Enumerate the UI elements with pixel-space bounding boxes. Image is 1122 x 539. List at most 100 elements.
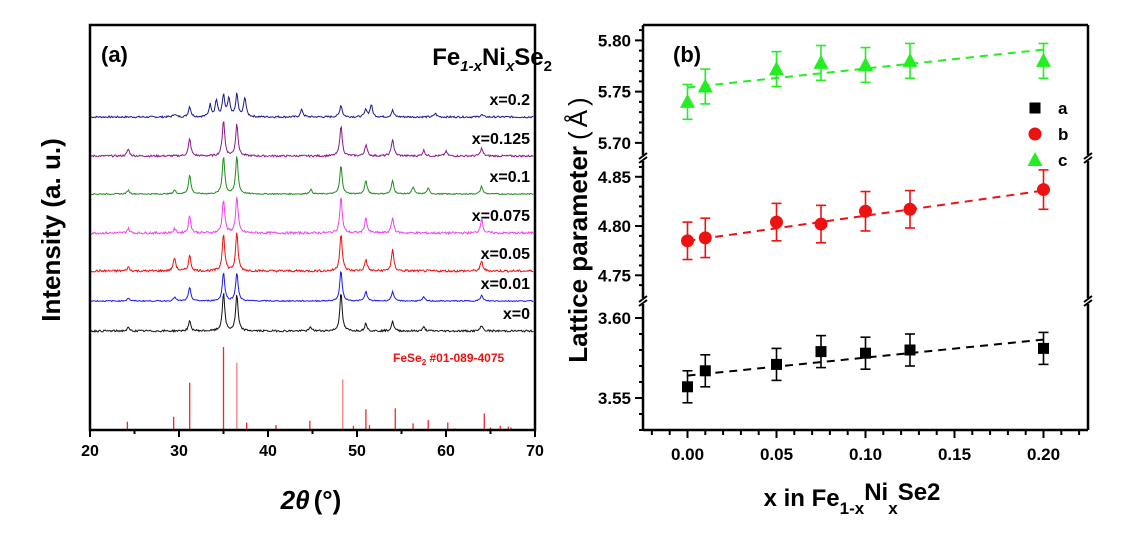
panel-b-lattice-chart: 3.55 3.60 4.75 4.80 4.85 5.70 5.75 5.80 0.00 0.0…	[563, 23, 1093, 518]
data-point-b	[770, 215, 783, 229]
axis-break-mark	[1083, 152, 1093, 160]
trace-label: x=0.2	[490, 92, 531, 109]
data-point-c	[813, 54, 829, 69]
x-tick-label: 0.20	[1027, 445, 1060, 464]
data-point-b	[1037, 183, 1050, 197]
legend-label-a: a	[1058, 99, 1068, 118]
axis-break-mark	[1083, 299, 1093, 307]
axis-break-mark	[1083, 156, 1093, 164]
xlabel-a-sub: 1-x	[840, 499, 865, 518]
xrd-trace	[90, 156, 534, 196]
xrd-trace	[90, 232, 534, 274]
panel-a-label: (a)	[101, 42, 128, 67]
fit-line-c	[687, 48, 1044, 89]
data-point-c	[1036, 52, 1051, 67]
x-tick-label: 70	[526, 443, 544, 460]
xlabel-c: Se2	[898, 479, 941, 506]
y-tick-label: 3.60	[598, 309, 631, 328]
legend-label-b: b	[1058, 125, 1068, 144]
xrd-traces: x=0.2 x=0.125 x=0.1 x=0.075 x=0.05 x=0.01 x=0	[90, 92, 534, 333]
title-ni-sub: x	[505, 58, 515, 75]
y-tick-label: 5.80	[598, 31, 631, 50]
trace-label: x=0.01	[481, 276, 530, 293]
legend-label-c: c	[1058, 151, 1067, 170]
ylabel-main: Lattice parameter	[563, 146, 593, 363]
title-se: Se	[514, 44, 543, 71]
ylabel-unit: Å	[563, 109, 593, 127]
data-point-b	[681, 234, 694, 248]
data-point-a	[771, 358, 782, 370]
x-tick-label: 30	[170, 443, 188, 460]
x-tick-label: 0.00	[671, 445, 704, 464]
panel-a-x-ticks: 20 30 40 50 60 70	[81, 430, 544, 460]
panel-a-xrd-chart: x=0.2x=0.125x=0.1x=0.075x=0.05x=0.01x=0 …	[36, 23, 552, 515]
axis-break-mark	[638, 299, 648, 307]
data-points	[680, 42, 1051, 404]
fit-lines	[687, 48, 1044, 377]
axis-break-mark	[638, 156, 648, 164]
xrd-trace	[90, 92, 534, 119]
panel-b-label: (b)	[673, 42, 701, 67]
fit-line-b	[687, 189, 1044, 242]
title-fe: Fe	[432, 44, 460, 71]
x-tick-label: 40	[259, 443, 277, 460]
ref-label-sub: 2	[422, 358, 427, 367]
xlabel-unit: (°)	[314, 485, 342, 515]
xlabel-b: Ni	[864, 479, 888, 506]
axis-break-mark	[638, 295, 648, 303]
reference-label: FeSe2 #01-089-4075	[393, 351, 505, 367]
xlabel-b-sub: x	[888, 499, 898, 518]
panel-a-y-axis-label: Intensity (a. u.)	[36, 138, 66, 321]
data-point-a	[860, 347, 871, 359]
data-point-a	[904, 344, 916, 356]
data-point-c	[769, 61, 784, 76]
y-tick-label: 4.80	[598, 217, 631, 236]
trace-label: x=0.05	[481, 246, 530, 263]
y-tick-label: 3.55	[598, 389, 631, 408]
legend-marker-b	[1028, 127, 1042, 141]
x-tick-label: 50	[348, 443, 366, 460]
xrd-trace	[90, 121, 534, 158]
title-se-sub: 2	[544, 58, 552, 75]
data-point-a	[682, 381, 693, 393]
y-tick-label: 5.70	[598, 134, 631, 153]
y-tick-label: 4.85	[598, 168, 631, 187]
axis-break-mark	[1083, 295, 1093, 303]
title-ni: Ni	[482, 44, 506, 71]
x-tick-label: 0.10	[849, 445, 882, 464]
legend: abc	[1027, 99, 1068, 170]
data-point-b	[814, 217, 828, 231]
data-point-c	[697, 78, 713, 93]
xlabel-main: 2θ	[280, 485, 310, 515]
trace-label: x=0.1	[490, 169, 531, 186]
data-point-c	[902, 52, 918, 67]
xlabel-a: x in Fe	[764, 485, 840, 512]
data-point-a	[815, 346, 827, 358]
data-point-b	[698, 231, 712, 245]
xrd-trace	[90, 293, 534, 333]
x-tick-label: 20	[81, 443, 99, 460]
data-point-b	[903, 202, 917, 216]
legend-marker-a	[1029, 102, 1041, 114]
panel-b-y-axis-label: Lattice parameter(Å)	[563, 97, 593, 362]
panel-a-plot-frame	[88, 23, 537, 432]
data-point-b	[859, 204, 872, 218]
trace-label: x=0	[503, 306, 530, 323]
ref-label-main: FeSe	[393, 351, 422, 365]
title-fe-sub: 1-x	[460, 58, 482, 75]
panel-b-x-axis-label: x in Fe1-xNixSe2	[764, 479, 941, 518]
ref-label-rest: #01-089-4075	[426, 351, 504, 365]
panel-b-y-ticks: 3.55 3.60 4.75 4.80 4.85 5.70 5.75 5.80	[598, 29, 643, 431]
fit-line-a	[687, 338, 1044, 377]
panel-b-x-ticks: 0.00 0.05 0.10 0.15 0.20	[650, 430, 1081, 464]
x-tick-label: 60	[437, 443, 455, 460]
x-tick-label: 0.05	[760, 445, 793, 464]
y-tick-label: 5.75	[598, 83, 631, 102]
y-tick-label: 4.75	[598, 266, 631, 285]
legend-marker-c	[1027, 152, 1043, 166]
data-point-c	[680, 93, 695, 108]
xrd-trace	[90, 270, 534, 303]
xrd-trace	[90, 197, 534, 236]
trace-label: x=0.125	[472, 131, 530, 148]
